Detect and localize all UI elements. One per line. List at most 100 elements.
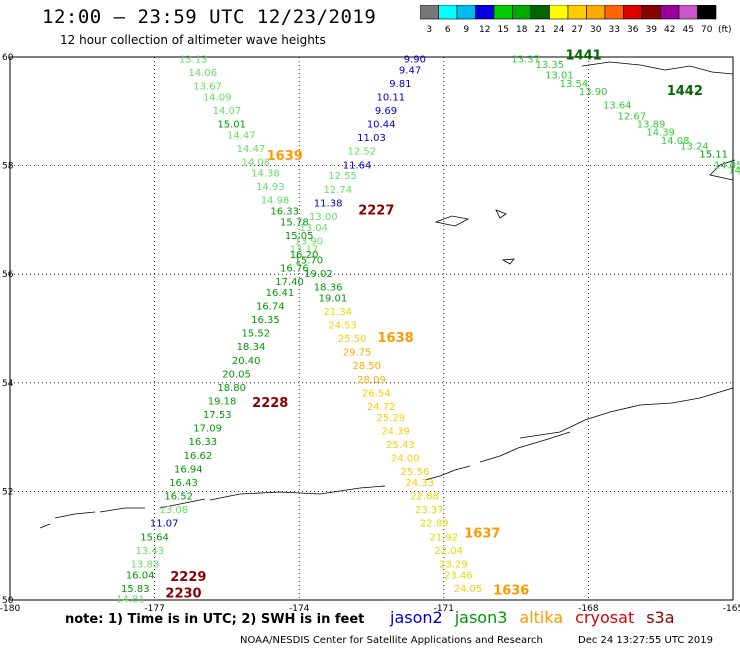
wave-height-label: 28.09 (357, 375, 386, 386)
wave-height-label: 15.78 (280, 217, 309, 228)
coastline-segment (434, 215, 470, 227)
wave-height-colorbar: 3 6 9 12 15 18 21 24 27 30 33 36 39 42 45 70 (ft) (420, 5, 732, 35)
y-tick-label: 50 (2, 596, 14, 606)
coastline-segment (54, 511, 96, 519)
wave-height-label: 25.29 (376, 413, 405, 424)
wave-height-label: 13.90 (579, 87, 608, 98)
wave-height-label: 19.18 (208, 397, 237, 408)
x-tick-label: -177 (144, 604, 164, 614)
wave-height-label: 14.98 (261, 196, 290, 207)
wave-height-label: 19.01 (319, 293, 348, 304)
wave-height-label: 16.76 (280, 263, 309, 274)
coastline-segment (424, 465, 471, 481)
wave-height-label: 9.69 (375, 106, 397, 117)
wave-height-label: 24.53 (328, 321, 357, 332)
coastline-segment (159, 498, 206, 509)
wave-height-label: 23.46 (444, 570, 473, 581)
wave-height-label: 14.47 (237, 144, 266, 155)
wave-height-label: 16.41 (266, 288, 295, 299)
wave-height-label: 17.09 (193, 424, 222, 435)
wave-height-label: 13.37 (511, 54, 540, 65)
pass-time-label: 2227 (358, 203, 394, 218)
colorbar-label: 70 (701, 25, 713, 35)
pass-time-label: 2230 (165, 586, 201, 601)
wave-height-label: 21.92 (429, 532, 458, 543)
colorbar-label: 36 (627, 25, 639, 35)
wave-height-label: 24.00 (391, 454, 420, 465)
coastline-segment (519, 387, 734, 439)
wave-height-label: 26.54 (362, 388, 391, 399)
wave-height-label: 14.47 (227, 130, 256, 141)
coastline-segment (517, 431, 571, 449)
wave-height-label: 15.64 (140, 532, 169, 543)
wave-height-label: 28.50 (352, 361, 381, 372)
page-title: 12:00 — 23:59 UTC 12/23/2019 (42, 6, 377, 28)
wave-height-label: 13.00 (309, 212, 338, 223)
wave-height-label: 13.90 (295, 236, 324, 247)
wave-height-label: 13.08 (160, 505, 189, 516)
wave-height-label: 13.24 (680, 141, 709, 152)
wave-height-label: 15.01 (217, 120, 246, 131)
wave-height-label: 14.81 (116, 595, 145, 606)
colorbar-label: 39 (646, 25, 658, 35)
colorbar-swatch (697, 5, 717, 20)
wave-height-label: 12.74 (323, 185, 352, 196)
wave-height-label: 25.43 (386, 440, 415, 451)
wave-height-label: 14.93 (256, 182, 285, 193)
wave-height-label: 16.04 (126, 570, 155, 581)
wave-height-label: 13.54 (560, 79, 589, 90)
wave-height-label: 16.62 (184, 451, 213, 462)
wave-height-label: 13.04 (299, 223, 328, 234)
coastline-segment (581, 61, 734, 75)
wave-height-label: 9.90 (404, 54, 426, 65)
y-tick-label: 52 (2, 487, 13, 497)
colorbar-label: 45 (683, 25, 694, 35)
wave-height-label: 25.56 (401, 467, 430, 478)
wave-height-label: 11.38 (314, 198, 343, 209)
wave-height-label: 24.39 (381, 426, 410, 437)
colorbar-label: 6 (445, 25, 451, 35)
wave-height-label: 18.80 (217, 383, 246, 394)
wave-height-label: 13.64 (603, 101, 632, 112)
wave-height-label: 13.35 (536, 60, 565, 71)
wave-height-label: 13.89 (637, 120, 666, 131)
colorbar-label: 27 (572, 25, 583, 35)
wave-height-label: 14.38 (251, 168, 280, 179)
coastline-segment (501, 258, 515, 265)
wave-height-label: 11.03 (357, 133, 386, 144)
wave-height-label: 13.13 (179, 54, 208, 65)
wave-height-label: 15.83 (121, 584, 150, 595)
wave-height-label: 13.01 (545, 71, 574, 82)
wave-height-label: 22.04 (434, 546, 463, 557)
pass-time-label: 1441 (565, 49, 601, 64)
map-frame (9, 56, 734, 601)
x-tick-label: -168 (578, 604, 599, 614)
wave-height-label: 16.94 (174, 464, 203, 475)
wave-height-label: 12.67 (617, 111, 646, 122)
colorbar-label: 42 (664, 25, 675, 35)
colorbar-label: 24 (553, 25, 565, 35)
coastline-segment (479, 447, 519, 463)
colorbar-label: 30 (590, 25, 602, 35)
wave-height-label: 24.33 (405, 478, 434, 489)
wave-height-label: 12.52 (348, 147, 377, 158)
wave-height-label: 23.37 (415, 505, 444, 516)
page-subtitle: 12 hour collection of altimeter wave hei… (60, 33, 326, 47)
y-tick-label: 58 (2, 162, 14, 172)
wave-height-label: 11.07 (150, 519, 179, 530)
pass-time-label: 1442 (667, 84, 703, 99)
wave-height-label: 9.47 (399, 65, 421, 76)
wave-height-label: 13.17 (290, 244, 319, 255)
colorbar-label: 33 (609, 25, 620, 35)
credit-line: NOAA/NESDIS Center for Satellite Applica… (240, 635, 543, 646)
wave-height-label: 19.02 (304, 269, 333, 280)
wave-height-label: 18.36 (314, 282, 343, 293)
coastline-segment (709, 159, 736, 181)
wave-height-label: 29.75 (343, 348, 372, 359)
wave-height-label: 20.40 (232, 356, 261, 367)
satellite-legend: jason2 jason3 altika cryosat s3a (390, 608, 687, 627)
coastline-segment (495, 209, 507, 219)
wave-height-label: 14.07 (213, 106, 242, 117)
colorbar-label: 9 (463, 25, 469, 35)
